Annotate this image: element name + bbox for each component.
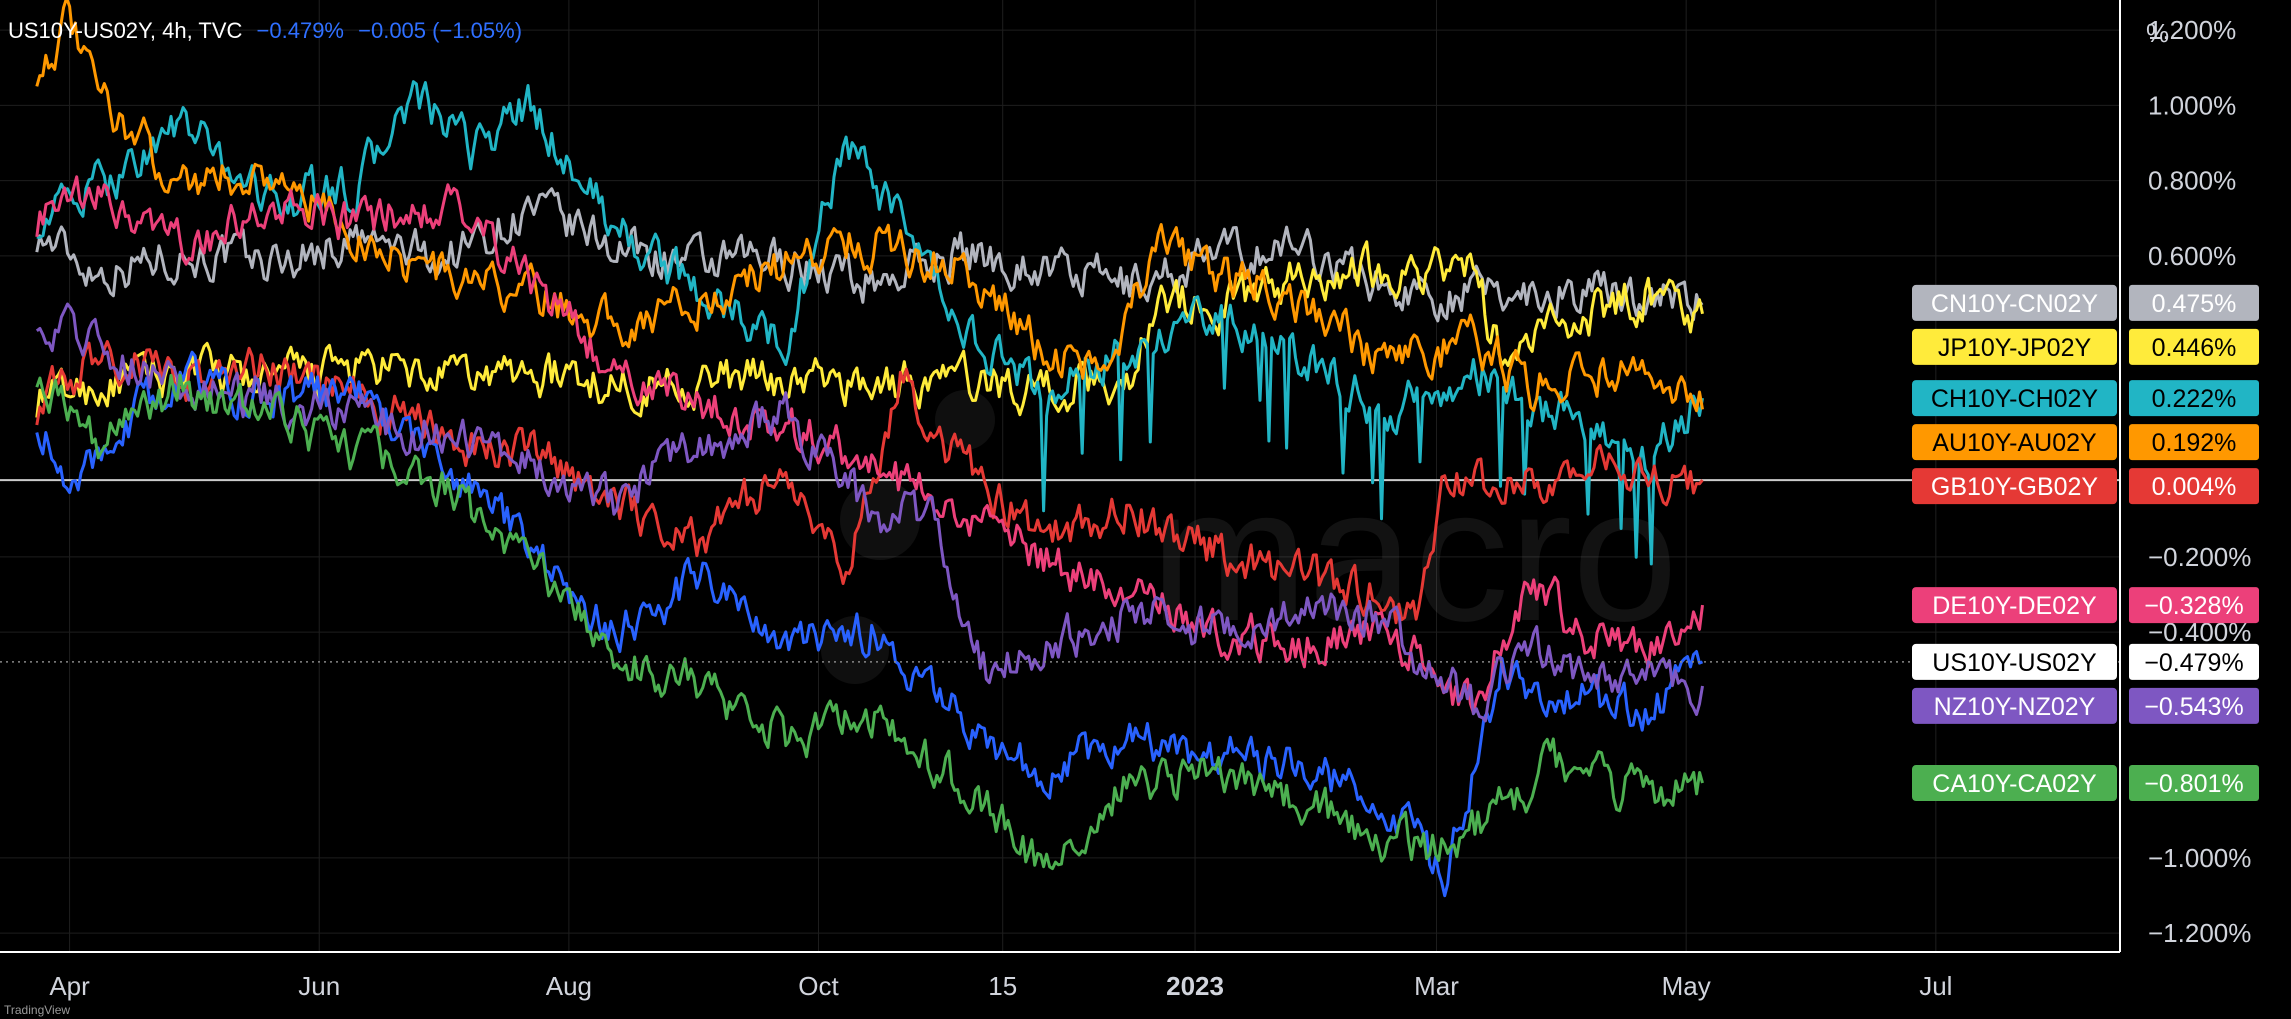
series-value-tag	[2129, 765, 2259, 802]
y-tick-label: 1.000%	[2148, 90, 2236, 120]
y-tick-label: 0.600%	[2148, 241, 2236, 271]
x-tick-label: Apr	[49, 971, 90, 1001]
series-name-label: CH10Y-CH02Y	[1931, 385, 2099, 413]
series-value-tag	[2129, 380, 2259, 417]
series-name-label: DE10Y-DE02Y	[1932, 592, 2097, 620]
series-value-tag	[2129, 468, 2259, 505]
series-name-tag	[1912, 643, 2117, 680]
series-value-label: −0.328%	[2144, 592, 2243, 620]
x-tick-label: May	[1662, 971, 1711, 1001]
series-name-label: CN10Y-CN02Y	[1931, 290, 2099, 318]
series-name-tag	[1912, 468, 2117, 505]
x-tick-label: 15	[988, 971, 1017, 1001]
series-value-label: −0.801%	[2144, 770, 2243, 798]
x-tick-label: Jul	[1919, 971, 1952, 1001]
series-value-label: 0.192%	[2152, 429, 2237, 457]
x-tick-label: Mar	[1414, 971, 1459, 1001]
series-value-label: 0.004%	[2152, 473, 2237, 501]
series-value-label: 0.222%	[2152, 385, 2237, 413]
series-name-label: US10Y-US02Y	[1932, 649, 2097, 677]
last-value: −0.479%	[256, 18, 344, 43]
y-tick-label: −0.200%	[2148, 542, 2251, 572]
series-name-tag	[1912, 765, 2117, 802]
series-line-nz10y-nz02y	[35, 302, 1704, 723]
y-tick-label: 0.800%	[2148, 166, 2236, 196]
series-value-tag	[2129, 643, 2259, 680]
x-tick-label: Oct	[798, 971, 839, 1001]
series-line-jp10y-jp02y	[35, 240, 1704, 418]
series-line-ca10y-ca02y	[35, 373, 1704, 871]
x-tick-label: Aug	[546, 971, 592, 1001]
series-name-tag	[1912, 380, 2117, 417]
symbol-title[interactable]: US10Y-US02Y, 4h, TVC	[8, 18, 243, 43]
series-name-label: NZ10Y-NZ02Y	[1934, 693, 2096, 721]
change-value: −0.005 (−1.05%)	[358, 18, 523, 43]
series-value-label: 0.475%	[2152, 290, 2237, 318]
series-name-label: AU10Y-AU02Y	[1932, 429, 2097, 457]
tradingview-logo[interactable]: TradingView	[4, 1003, 71, 1017]
series-value-tag	[2129, 328, 2259, 365]
series-name-tag	[1912, 424, 2117, 461]
chart-header: US10Y-US02Y, 4h, TVC −0.479% −0.005 (−1.…	[8, 18, 522, 44]
series-value-label: −0.543%	[2144, 693, 2243, 721]
x-tick-label: Jun	[298, 971, 340, 1001]
series-value-tag	[2129, 284, 2259, 321]
series-line-gb10y-gb02y	[35, 340, 1704, 625]
watermark-logo-icon	[935, 390, 995, 450]
y-tick-label: −1.000%	[2148, 843, 2251, 873]
x-tick-label: 2023	[1166, 971, 1224, 1001]
series-value-label: 0.446%	[2152, 334, 2237, 362]
series-name-tag	[1912, 328, 2117, 365]
series-value-tag	[2129, 587, 2259, 624]
series-name-tag	[1912, 587, 2117, 624]
series-name-label: JP10Y-JP02Y	[1938, 334, 2092, 362]
series-name-tag	[1912, 687, 2117, 724]
series-value-tag	[2129, 424, 2259, 461]
y-tick-label: −1.200%	[2148, 918, 2251, 948]
series-name-label: GB10Y-GB02Y	[1931, 473, 2099, 501]
series-line-us10y-us02y	[35, 350, 1704, 898]
series-value-label: −0.479%	[2144, 649, 2243, 677]
series-name-tag	[1912, 284, 2117, 321]
series-name-label: CA10Y-CA02Y	[1932, 770, 2097, 798]
y-tick-label: 1.200%	[2148, 15, 2236, 45]
axis-unit-label: %	[2146, 18, 2169, 48]
series-value-tag	[2129, 687, 2259, 724]
